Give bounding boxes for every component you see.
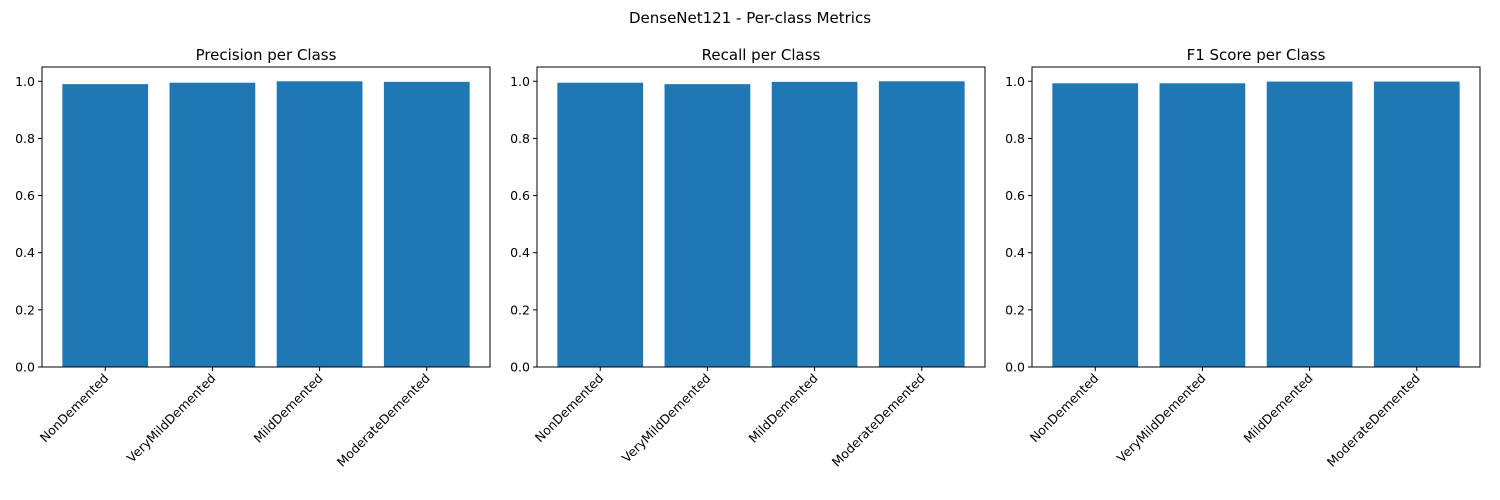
axes-frame: [536, 66, 986, 368]
y-tick-label: 0.2: [15, 302, 35, 317]
y-tick-label: 0.4: [15, 245, 35, 260]
y-tick-label: 0.6: [510, 188, 530, 203]
bar-NonDemented: [62, 84, 149, 368]
bar-NonDemented: [1052, 83, 1139, 368]
y-tick-label: 0.8: [510, 131, 530, 146]
figure-suptitle: DenseNet121 - Per-class Metrics: [629, 9, 871, 27]
bar-ModerateDemented: [878, 81, 965, 368]
y-tick-label: 0.2: [510, 302, 530, 317]
y-tick-label: 1.0: [510, 74, 530, 89]
axes-frame: [1031, 66, 1481, 368]
y-tick-label: 0.6: [15, 188, 35, 203]
y-tick-label: 0.2: [1005, 302, 1025, 317]
bar-VeryMildDemented: [1159, 83, 1246, 368]
bar-MildDemented: [771, 81, 858, 367]
y-tick-label: 0.0: [15, 360, 35, 375]
y-tick-label: 1.0: [1005, 74, 1025, 89]
chart-title: Precision per Class: [196, 46, 337, 64]
y-tick-label: 0.4: [510, 245, 530, 260]
y-tick-label: 0.8: [1005, 131, 1025, 146]
bar-MildDemented: [1266, 81, 1353, 368]
bar-MildDemented: [276, 81, 363, 368]
bar-ModerateDemented: [1373, 81, 1460, 368]
chart-title: Recall per Class: [702, 46, 821, 64]
y-tick-label: 0.0: [1005, 360, 1025, 375]
chart-title: F1 Score per Class: [1187, 46, 1326, 64]
y-tick-label: 0.0: [510, 360, 530, 375]
y-tick-label: 0.6: [1005, 188, 1025, 203]
y-tick-label: 0.4: [1005, 245, 1025, 260]
bar-VeryMildDemented: [169, 82, 256, 367]
y-tick-label: 1.0: [15, 74, 35, 89]
y-tick-label: 0.8: [15, 131, 35, 146]
axes-frame: [41, 66, 491, 368]
bar-VeryMildDemented: [664, 84, 751, 368]
bar-NonDemented: [557, 82, 644, 367]
bar-ModerateDemented: [383, 81, 470, 367]
